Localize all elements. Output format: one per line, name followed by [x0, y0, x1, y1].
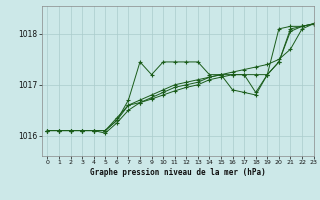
X-axis label: Graphe pression niveau de la mer (hPa): Graphe pression niveau de la mer (hPa) [90, 168, 266, 177]
